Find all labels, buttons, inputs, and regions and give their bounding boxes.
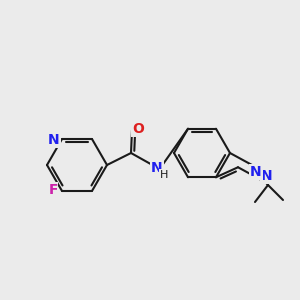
Text: F: F xyxy=(48,183,58,197)
Text: O: O xyxy=(132,122,144,136)
Text: N: N xyxy=(48,133,60,147)
Text: N: N xyxy=(261,169,273,183)
Text: N: N xyxy=(151,161,163,175)
Text: N: N xyxy=(250,165,262,179)
Text: H: H xyxy=(160,170,168,180)
